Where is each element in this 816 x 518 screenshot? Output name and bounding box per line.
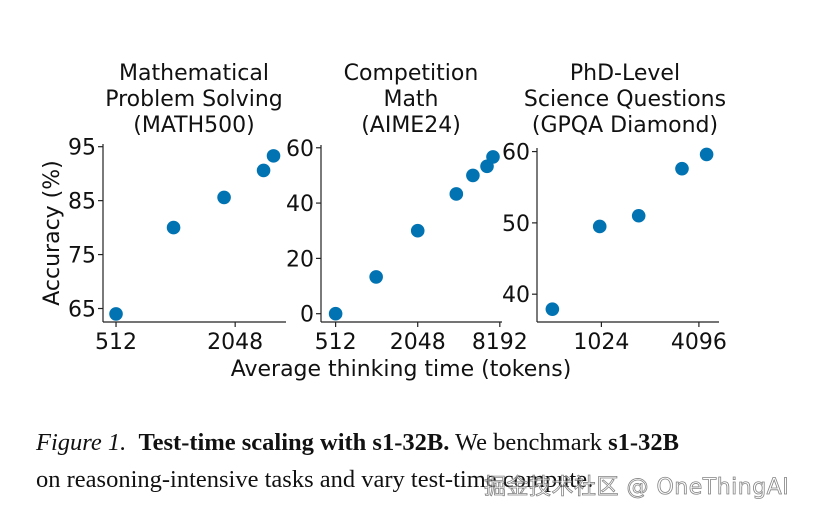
scatter-point [466,168,480,183]
x-ticks: 512 2048 [95,322,263,355]
data-points [328,150,500,321]
y-tick-label: 85 [68,190,96,215]
y-tick-label: 65 [68,298,96,323]
caption-line-2: on reasoning-intensive tasks and vary te… [36,466,594,493]
y-axis-label: Accuracy (%) [40,160,65,306]
x-ticks: 512 2048 8192 [315,322,528,355]
scatter-point [328,306,343,321]
panel-title-line: PhD-Level [570,61,680,86]
y-tick-label: 75 [68,244,96,269]
data-points [545,147,714,316]
scatter-point [699,147,714,162]
y-tick-label: 20 [286,247,314,272]
scatter-point [109,307,123,321]
watermark: 掘金技术社区 @ OneThingAI [484,475,790,501]
y-ticks: 0 20 40 60 [286,137,321,328]
scatter-point [410,223,425,238]
figure-number: Figure 1. [36,429,127,456]
scatter-point [256,163,271,178]
figure-panels: Mathematical Problem Solving (MATH500) 6… [40,61,727,382]
scatter-point [166,220,181,235]
caption-text: We benchmark [449,429,609,456]
scatter-point [486,150,500,164]
y-ticks: 40 50 60 [502,141,537,308]
y-tick-label: 60 [286,137,314,162]
y-ticks: 65 75 85 95 [68,136,103,323]
scatter-point [545,302,560,316]
y-tick-label: 40 [286,192,314,217]
x-tick-label: 1024 [573,330,629,355]
x-axis-label: Average thinking time (tokens) [231,357,572,382]
caption-model-name: s1-32B [608,429,679,456]
panel-title-line: Math [383,87,438,112]
y-tick-label: 0 [300,303,314,328]
x-tick-label: 512 [95,330,137,355]
scatter-point [217,190,231,205]
scatter-point [592,219,607,234]
panel-math500: Mathematical Problem Solving (MATH500) 6… [68,61,286,355]
scatter-point [675,161,689,176]
caption-title: Test-time scaling with s1-32B. [138,429,450,456]
panel-aime24: Competition Math (AIME24) 0 20 40 60 512 204… [286,61,528,355]
panel-title-line: Problem Solving [105,87,283,112]
x-tick-label: 2048 [207,330,263,355]
scatter-point [369,270,383,284]
panel-title-line: (GPQA Diamond) [532,113,718,138]
panel-gpqa-diamond: PhD-Level Science Questions (GPQA Diamon… [502,61,727,355]
scatter-point [449,187,464,201]
panel-title-line: (MATH500) [133,113,254,138]
y-tick-label: 50 [502,212,530,237]
figure-caption: Figure 1. Test-time scaling with s1-32B.… [36,424,816,498]
x-ticks: 1024 4096 [573,322,727,355]
scatter-point [631,208,646,223]
x-tick-label: 2048 [390,330,446,355]
data-points [109,149,281,321]
panel-title-line: Science Questions [524,87,726,112]
panel-title-line: (AIME24) [361,113,461,138]
y-tick-label: 95 [68,136,96,161]
panel-title-line: Mathematical [119,61,269,86]
x-tick-label: 8192 [472,330,528,355]
x-tick-label: 4096 [671,330,727,355]
y-tick-label: 60 [502,141,530,166]
y-tick-label: 40 [502,283,530,308]
x-tick-label: 512 [315,330,357,355]
panel-title-line: Competition [344,61,479,86]
caption-line-1: Figure 1. Test-time scaling with s1-32B.… [36,424,816,461]
scatter-point [266,149,281,163]
